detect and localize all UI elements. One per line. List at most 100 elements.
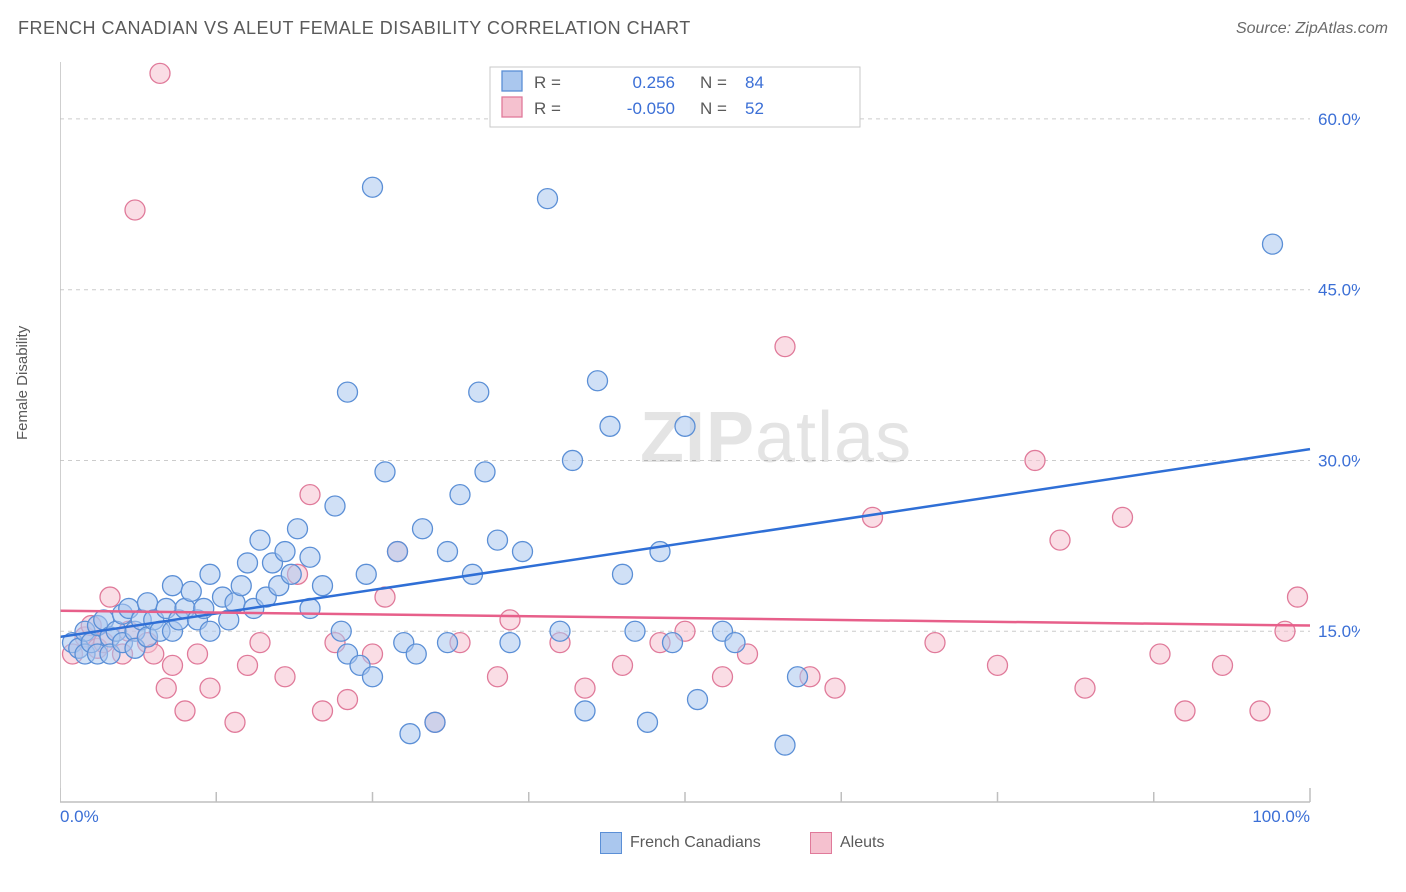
scatter-point [1113, 507, 1133, 527]
scatter-point [356, 564, 376, 584]
scatter-point [1288, 587, 1308, 607]
scatter-point [1263, 234, 1283, 254]
legend-item-french-canadians: French Canadians [600, 832, 761, 854]
scatter-point [475, 462, 495, 482]
scatter-point [150, 63, 170, 83]
scatter-point [238, 553, 258, 573]
scatter-point [1050, 530, 1070, 550]
scatter-point [400, 724, 420, 744]
legend-r-label: R = [534, 99, 561, 118]
scatter-point [613, 564, 633, 584]
scatter-point [713, 667, 733, 687]
chart-area: 15.0%30.0%45.0%60.0%ZIPatlasR =0.256N =8… [60, 62, 1360, 822]
scatter-point [725, 633, 745, 653]
scatter-point [338, 690, 358, 710]
scatter-point [450, 485, 470, 505]
scatter-point [988, 655, 1008, 675]
legend-r-label: R = [534, 73, 561, 92]
scatter-point [163, 655, 183, 675]
scatter-point [231, 576, 251, 596]
scatter-point [638, 712, 658, 732]
scatter-point [125, 200, 145, 220]
scatter-point [325, 496, 345, 516]
scatter-point [1075, 678, 1095, 698]
legend-label: Aleuts [840, 834, 884, 852]
scatter-point [250, 633, 270, 653]
scatter-point [100, 587, 120, 607]
y-tick-label: 15.0% [1318, 622, 1360, 641]
scatter-point [425, 712, 445, 732]
y-tick-label: 30.0% [1318, 451, 1360, 470]
scatter-point [1150, 644, 1170, 664]
scatter-point [575, 678, 595, 698]
scatter-point [563, 450, 583, 470]
legend-swatch-icon [810, 832, 832, 854]
scatter-point [688, 690, 708, 710]
scatter-point [313, 701, 333, 721]
scatter-point [200, 678, 220, 698]
scatter-point [281, 564, 301, 584]
scatter-point [375, 462, 395, 482]
scatter-point [300, 547, 320, 567]
scatter-point [438, 542, 458, 562]
scatter-point [1213, 655, 1233, 675]
scatter-point [413, 519, 433, 539]
legend-n-label: N = [700, 73, 727, 92]
scatter-point [625, 621, 645, 641]
scatter-point [200, 621, 220, 641]
scatter-point [538, 189, 558, 209]
scatter-point [313, 576, 333, 596]
scatter-point [338, 382, 358, 402]
scatter-point [200, 564, 220, 584]
scatter-point [588, 371, 608, 391]
legend-label: French Canadians [630, 834, 761, 852]
source-label: Source: ZipAtlas.com [1236, 20, 1388, 38]
scatter-point [438, 633, 458, 653]
scatter-point [550, 621, 570, 641]
scatter-point [488, 667, 508, 687]
y-tick-label: 60.0% [1318, 110, 1360, 129]
scatter-point [331, 621, 351, 641]
scatter-point [238, 655, 258, 675]
y-axis-label: Female Disability [14, 326, 31, 440]
scatter-point [863, 507, 883, 527]
scatter-point [775, 337, 795, 357]
chart-title: FRENCH CANADIAN VS ALEUT FEMALE DISABILI… [18, 18, 691, 38]
legend-item-aleuts: Aleuts [810, 832, 884, 854]
scatter-point [825, 678, 845, 698]
scatter-point [488, 530, 508, 550]
scatter-point [675, 416, 695, 436]
scatter-point [188, 644, 208, 664]
scatter-point [163, 576, 183, 596]
scatter-point [288, 519, 308, 539]
scatter-point [1025, 450, 1045, 470]
scatter-point [513, 542, 533, 562]
scatter-point [175, 701, 195, 721]
scatter-point [388, 542, 408, 562]
scatter-point [275, 542, 295, 562]
scatter-point [250, 530, 270, 550]
scatter-point [1175, 701, 1195, 721]
scatter-point [775, 735, 795, 755]
legend-swatch-icon [502, 71, 522, 91]
legend-swatch-icon [502, 97, 522, 117]
legend-n-label: N = [700, 99, 727, 118]
scatter-point [181, 581, 201, 601]
scatter-point [500, 633, 520, 653]
scatter-point [363, 177, 383, 197]
scatter-point [275, 667, 295, 687]
scatter-point [469, 382, 489, 402]
scatter-point [788, 667, 808, 687]
scatter-point [225, 712, 245, 732]
scatter-point [156, 678, 176, 698]
scatter-point [1250, 701, 1270, 721]
legend-n-value: 84 [745, 73, 764, 92]
scatter-point [575, 701, 595, 721]
legend-r-value: 0.256 [632, 73, 675, 92]
x-tick-label: 100.0% [1252, 807, 1310, 822]
y-tick-label: 45.0% [1318, 281, 1360, 300]
scatter-point [600, 416, 620, 436]
scatter-point [406, 644, 426, 664]
x-tick-label: 0.0% [60, 807, 99, 822]
scatter-point [663, 633, 683, 653]
